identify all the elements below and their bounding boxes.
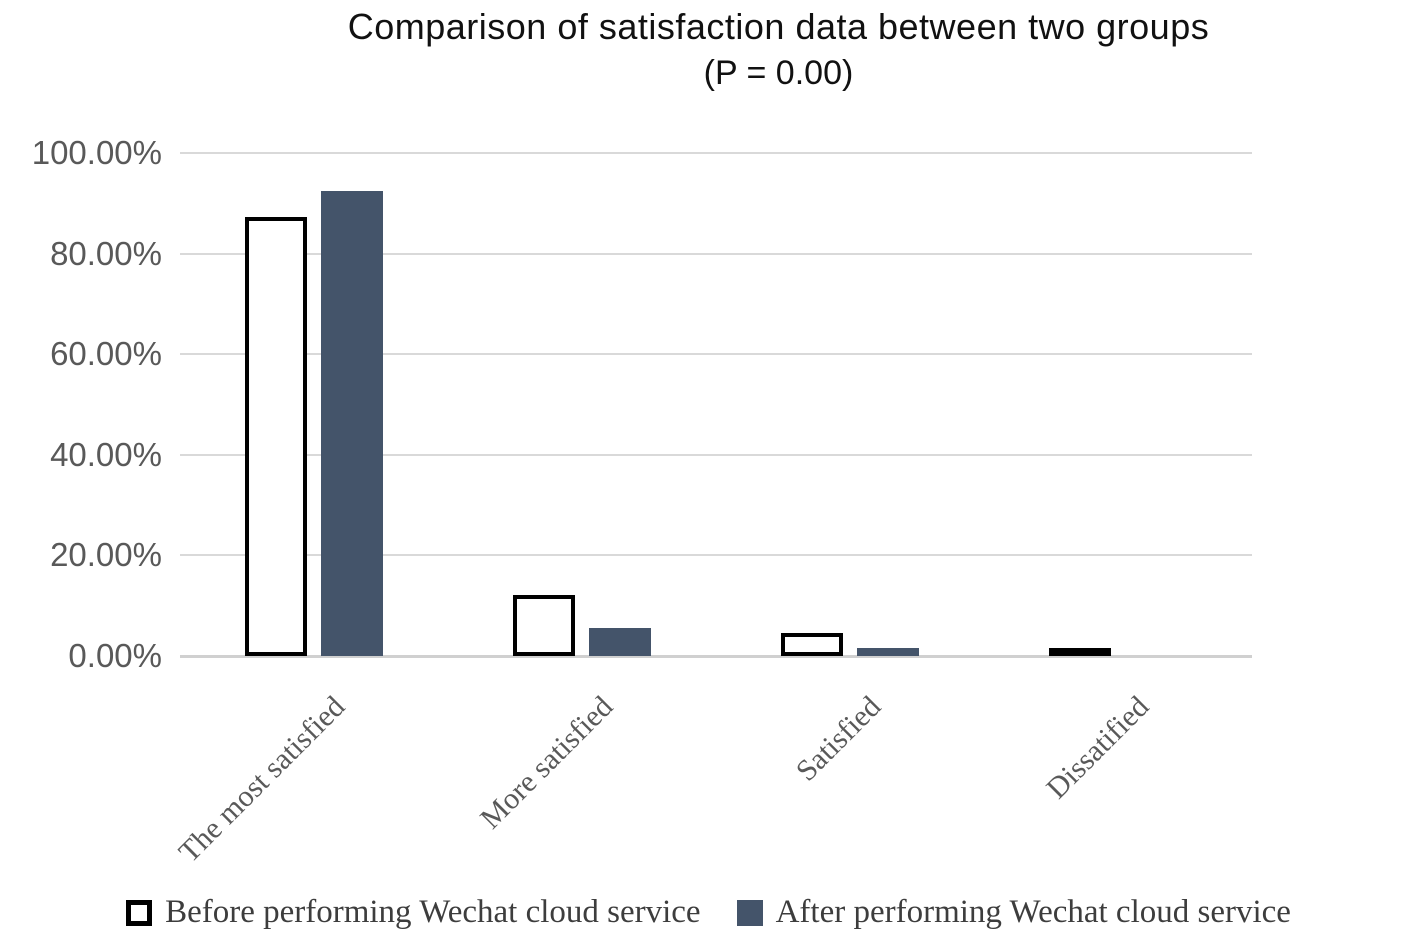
bar-after-group-3 bbox=[857, 648, 919, 656]
bar-before-group-2 bbox=[513, 595, 575, 656]
legend-item-before: Before performing Wechat cloud service bbox=[126, 894, 701, 931]
legend: Before performing Wechat cloud service Af… bbox=[0, 894, 1417, 931]
bar-before-group-1 bbox=[245, 217, 307, 656]
bar-after-group-2 bbox=[589, 628, 651, 656]
y-tick-label: 20.00% bbox=[50, 536, 162, 573]
gridline bbox=[180, 253, 1252, 255]
y-tick-label: 100.00% bbox=[31, 134, 162, 171]
chart-title: Comparison of satisfaction data between … bbox=[347, 6, 1210, 47]
chart-subtitle: (P = 0.00) bbox=[703, 54, 854, 92]
gridline bbox=[180, 454, 1252, 456]
legend-item-after: After performing Wechat cloud service bbox=[736, 894, 1291, 931]
y-tick-label: 60.00% bbox=[50, 335, 162, 372]
bar-before-group-3 bbox=[781, 633, 843, 656]
gridline bbox=[180, 353, 1252, 355]
plot-area bbox=[180, 152, 1252, 658]
legend-label: Before performing Wechat cloud service bbox=[165, 894, 701, 930]
x-axis-line bbox=[180, 655, 1252, 658]
y-tick-label: 80.00% bbox=[50, 235, 162, 272]
y-tick-label: 40.00% bbox=[50, 436, 162, 473]
bar-before-group-4 bbox=[1049, 648, 1111, 656]
y-tick-label: 0.00% bbox=[68, 637, 162, 674]
after-series-swatch-icon bbox=[736, 899, 763, 926]
bar-after-group-1 bbox=[321, 191, 383, 656]
legend-label: After performing Wechat cloud service bbox=[775, 894, 1291, 930]
gridline bbox=[180, 554, 1252, 556]
before-series-swatch-icon bbox=[126, 899, 153, 926]
gridline bbox=[180, 152, 1252, 154]
